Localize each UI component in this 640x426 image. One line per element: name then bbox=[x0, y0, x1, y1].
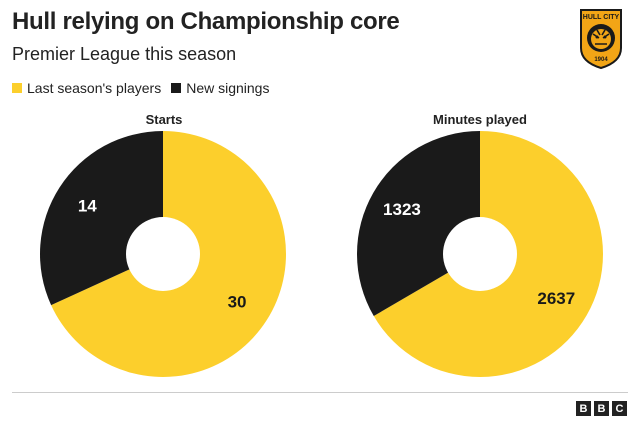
chart-subtitle: Premier League this season bbox=[12, 44, 237, 64]
bbc-letter-3: C bbox=[612, 401, 627, 416]
slice-label-0-0: 30 bbox=[228, 293, 247, 312]
hull-city-logo: HULL CITY 1904 bbox=[580, 9, 622, 70]
donut-hole-1 bbox=[443, 217, 517, 291]
tiger-crest-icon bbox=[587, 24, 615, 52]
logo-text: HULL CITY bbox=[583, 14, 620, 21]
bbc-letter-1: B bbox=[576, 401, 591, 416]
legend-label-new-signings: New signings bbox=[186, 80, 270, 96]
chart-title-minutes: Minutes played bbox=[433, 112, 527, 127]
slice-label-0-1: 14 bbox=[78, 196, 97, 215]
footer-divider bbox=[12, 392, 628, 393]
chart-title-starts: Starts bbox=[145, 112, 183, 127]
bbc-logo: B B C bbox=[576, 401, 627, 416]
logo-year: 1904 bbox=[594, 57, 608, 63]
legend-item-new-signings: New signings bbox=[171, 80, 269, 96]
legend: Last season's players New signings bbox=[12, 80, 279, 96]
bbc-letter-2: B bbox=[594, 401, 609, 416]
slice-label-1-1: 1323 bbox=[383, 200, 421, 219]
legend-label-last-season: Last season's players bbox=[27, 80, 162, 96]
donut-hole-0 bbox=[126, 217, 200, 291]
chart-title: Hull relying on Championship core bbox=[12, 8, 400, 35]
legend-swatch-new-signings bbox=[171, 83, 182, 93]
slice-label-1-0: 2637 bbox=[537, 289, 575, 308]
legend-item-last-season: Last season's players bbox=[12, 80, 161, 96]
legend-swatch-last-season bbox=[12, 83, 22, 93]
